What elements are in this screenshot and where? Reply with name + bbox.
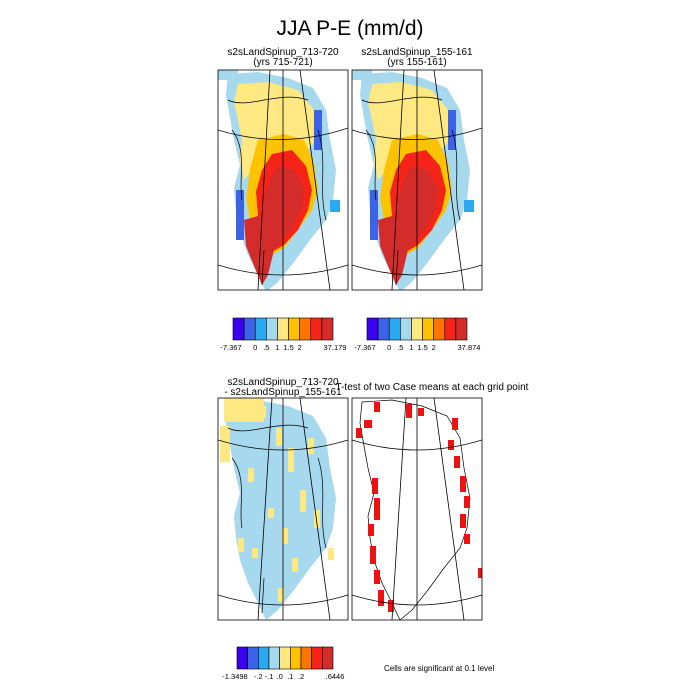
colorbar-swatch — [377, 317, 390, 341]
colorbar-label: 37.179 — [324, 343, 347, 352]
colorbar-swatch — [433, 317, 446, 341]
panel2-subtitle: (yrs 155-161) — [387, 57, 447, 68]
panel3-frame — [217, 397, 349, 621]
colorbar-label: 1 — [409, 343, 413, 352]
colorbar-swatch — [232, 317, 245, 341]
colorbar-swatch — [455, 317, 468, 341]
panel2-frame — [351, 69, 483, 291]
colorbar-swatch — [299, 317, 312, 341]
colorbar-swatch — [411, 317, 423, 341]
colorbar-panel1: -7.367 0 .5 1 1.5 2 37.179 — [220, 317, 347, 352]
colorbar-label: 2 — [298, 343, 302, 352]
colorbar-label: .2 — [298, 672, 304, 681]
panel3-map — [218, 398, 348, 620]
colorbar-label: .0 — [277, 672, 283, 681]
colorbar-panel2: -7.367 0 .5 1 1.5 2 37.874 — [354, 317, 481, 352]
colorbar-label: -1.3498 — [222, 672, 247, 681]
panel3-title: s2sLandSpinup_713-720 — [227, 377, 339, 388]
colorbar-swatch — [243, 317, 256, 341]
colorbar-label: 1.5 — [283, 343, 293, 352]
colorbar-swatch — [288, 317, 300, 341]
colorbar-label: .5 — [263, 343, 269, 352]
colorbar-swatch — [258, 646, 270, 670]
colorbar-panel3: -1.3498 -.2 -.1.0 .1 .2 .6446 — [222, 646, 345, 681]
colorbar-label: 1.5 — [417, 343, 427, 352]
colorbar-swatch — [290, 646, 302, 670]
panel4-title: T-test of two Case means at each grid po… — [335, 382, 529, 393]
panel1-frame — [217, 69, 349, 291]
significance-note: Cells are significant at 0.1 level — [384, 664, 495, 673]
colorbar-swatch — [366, 317, 379, 341]
panel2-map — [352, 70, 482, 290]
panel1-subtitle: (yrs 715-721) — [253, 57, 313, 68]
colorbar-swatch — [311, 646, 323, 670]
colorbar-label: -.2 — [254, 672, 263, 681]
colorbar-label: -.1 — [265, 672, 274, 681]
panel1-title: s2sLandSpinup_713-720 — [227, 47, 339, 58]
panel4-frame — [351, 397, 483, 621]
colorbar-swatch — [300, 646, 312, 670]
colorbar-swatch — [422, 317, 434, 341]
colorbar-label: 37.874 — [458, 343, 481, 352]
colorbar-swatch — [400, 317, 412, 341]
colorbar-swatch — [236, 646, 248, 670]
colorbar-label: -7.367 — [220, 343, 241, 352]
colorbar-swatch — [322, 646, 334, 670]
colorbar-swatch — [321, 317, 334, 341]
colorbar-swatch — [268, 646, 280, 670]
colorbar-label: 0 — [253, 343, 257, 352]
panel4-map — [352, 398, 482, 620]
colorbar-swatch — [247, 646, 259, 670]
panel3-subtitle: - s2sLandSpinup_155-161 — [224, 387, 342, 398]
colorbar-label: -7.367 — [354, 343, 375, 352]
colorbar-swatch — [277, 317, 289, 341]
colorbar-label: .6446 — [326, 672, 345, 681]
colorbar-swatch — [444, 317, 457, 341]
colorbar-label: 0 — [387, 343, 391, 352]
colorbar-label: .5 — [397, 343, 403, 352]
colorbar-swatch — [254, 317, 267, 341]
panel1-map — [218, 70, 348, 290]
colorbar-swatch — [388, 317, 401, 341]
colorbar-swatch — [266, 317, 278, 341]
colorbar-label: 1 — [275, 343, 279, 352]
colorbar-label: 2 — [432, 343, 436, 352]
colorbar-swatch — [310, 317, 323, 341]
panel2-title: s2sLandSpinup_155-161 — [361, 47, 473, 58]
colorbar-swatch — [279, 646, 291, 670]
colorbar-label: .1 — [287, 672, 293, 681]
figure-title: JJA P-E (mm/d) — [276, 17, 424, 40]
